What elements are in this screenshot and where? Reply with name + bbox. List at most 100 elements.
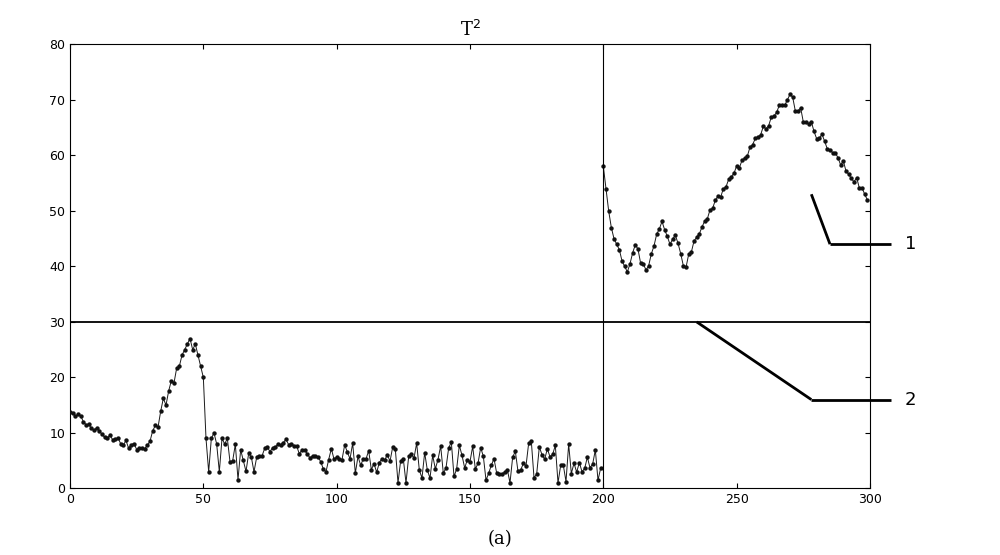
Point — [611, 245, 627, 254]
Point — [462, 457, 478, 466]
Point — [702, 205, 718, 214]
Point — [827, 148, 843, 157]
Point — [771, 100, 787, 109]
Point — [838, 166, 854, 175]
Point — [246, 467, 262, 476]
Point — [281, 440, 297, 449]
Point — [353, 461, 369, 470]
Point — [659, 232, 675, 241]
Point — [262, 447, 278, 456]
Point — [534, 450, 550, 459]
Point — [675, 261, 691, 270]
Point — [355, 454, 371, 463]
Point — [643, 249, 659, 258]
Point — [710, 191, 726, 200]
Point — [478, 476, 494, 485]
Point — [233, 446, 249, 455]
Point — [305, 451, 321, 460]
Point — [398, 478, 414, 487]
Point — [425, 451, 441, 460]
Point — [761, 121, 777, 130]
Point — [427, 465, 443, 473]
Point — [550, 478, 566, 487]
Point — [251, 452, 267, 461]
Point — [345, 439, 361, 448]
Point — [409, 438, 425, 447]
Point — [89, 423, 105, 432]
Point — [126, 439, 142, 448]
Point — [238, 467, 254, 476]
Point — [286, 441, 302, 450]
Point — [782, 90, 798, 99]
Point — [414, 473, 430, 482]
Point — [841, 170, 857, 179]
Point — [638, 266, 654, 275]
Point — [102, 431, 118, 440]
Point — [825, 148, 841, 157]
Point — [302, 453, 318, 462]
Point — [627, 240, 643, 249]
Point — [811, 134, 827, 143]
Point — [363, 465, 379, 474]
Point — [403, 450, 419, 459]
Point — [830, 153, 846, 162]
Point — [422, 474, 438, 483]
Point — [699, 214, 715, 223]
Point — [187, 340, 203, 349]
Point — [681, 250, 697, 259]
Point — [350, 452, 366, 461]
Point — [697, 216, 713, 225]
Point — [67, 412, 83, 421]
Point — [849, 173, 865, 182]
Point — [737, 154, 753, 163]
Point — [454, 451, 470, 460]
Point — [739, 152, 755, 160]
Point — [147, 421, 163, 430]
Point — [451, 441, 467, 450]
Point — [219, 434, 235, 443]
Point — [529, 470, 545, 478]
Point — [393, 456, 409, 465]
Point — [585, 460, 601, 468]
Point — [801, 119, 817, 128]
Point — [803, 117, 819, 126]
Point — [726, 169, 742, 178]
Text: 1: 1 — [905, 235, 916, 253]
Point — [859, 195, 875, 204]
Point — [579, 453, 595, 462]
Text: 2: 2 — [905, 391, 916, 408]
Point — [273, 440, 289, 449]
Point — [118, 436, 134, 445]
Point — [539, 445, 555, 453]
Title: T$^2$: T$^2$ — [460, 20, 480, 40]
Point — [294, 446, 310, 455]
Point — [633, 259, 649, 268]
Point — [374, 454, 390, 463]
Point — [833, 160, 849, 169]
Point — [577, 464, 593, 473]
Point — [265, 443, 281, 452]
Point — [521, 439, 537, 448]
Point — [715, 184, 731, 193]
Point — [446, 472, 462, 481]
Point — [433, 442, 449, 451]
Point — [513, 466, 529, 475]
Point — [203, 434, 219, 443]
Point — [331, 455, 347, 463]
Point — [779, 95, 795, 104]
Point — [81, 420, 97, 429]
Point — [515, 459, 531, 468]
Point — [793, 103, 809, 112]
Point — [366, 459, 382, 468]
Point — [150, 423, 166, 432]
Point — [481, 469, 497, 478]
Point — [590, 476, 606, 485]
Point — [177, 345, 193, 354]
Point — [750, 132, 766, 141]
Point — [795, 118, 811, 127]
Point — [606, 234, 622, 243]
Point — [129, 445, 145, 454]
Point — [518, 462, 534, 471]
Point — [121, 444, 137, 453]
Point — [745, 140, 761, 149]
